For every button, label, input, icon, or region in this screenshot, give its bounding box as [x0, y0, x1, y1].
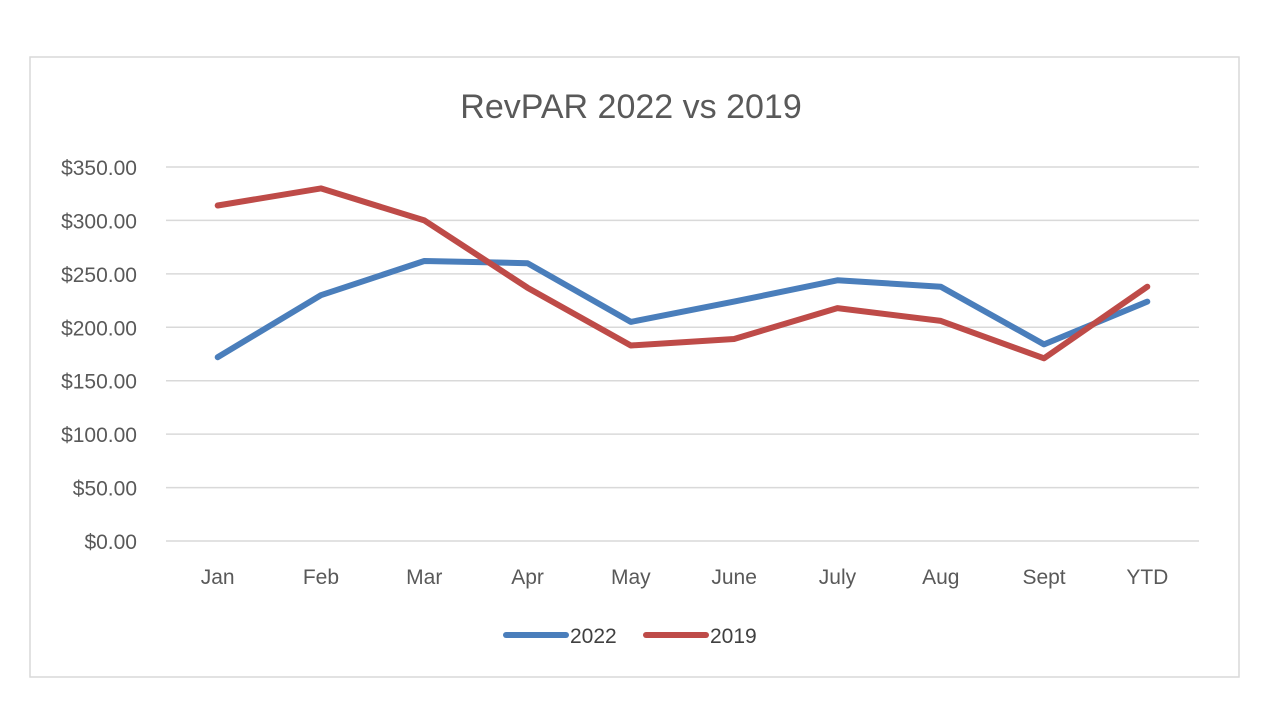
x-tick-label: YTD [1126, 566, 1168, 589]
chart-title: RevPAR 2022 vs 2019 [460, 88, 801, 126]
x-tick-label: Apr [511, 566, 544, 589]
legend-label-2022: 2022 [570, 625, 617, 648]
series-line-2019 [214, 185, 1151, 362]
gridlines [166, 166, 1199, 542]
legend: 2022 2019 [503, 625, 757, 648]
y-tick-label: $350.00 [61, 157, 137, 180]
y-axis-tick-labels: $0.00 $50.00 $100.00 $150.00 $200.00 $250.00 $… [61, 157, 137, 554]
x-tick-label: June [711, 566, 757, 589]
x-tick-label: July [819, 566, 857, 589]
x-axis-tick-labels: Jan Feb Mar Apr May June July Aug Sept YTD [201, 566, 1169, 589]
chart-area-border [29, 56, 1240, 678]
x-tick-label: Mar [406, 566, 442, 589]
y-tick-label: $150.00 [61, 371, 137, 394]
y-tick-label: $0.00 [84, 531, 137, 554]
legend-label-2019: 2019 [710, 625, 757, 648]
x-tick-label: Aug [922, 566, 959, 589]
series-lines [214, 185, 1151, 362]
y-tick-label: $200.00 [61, 317, 137, 340]
y-tick-label: $50.00 [73, 478, 137, 501]
y-tick-label: $100.00 [61, 424, 137, 447]
x-tick-label: May [611, 566, 651, 589]
x-tick-label: Jan [201, 566, 235, 589]
y-tick-label: $250.00 [61, 264, 137, 287]
x-tick-label: Sept [1022, 566, 1065, 589]
x-tick-label: Feb [303, 566, 339, 589]
y-tick-label: $300.00 [61, 210, 137, 233]
series-line-2022 [214, 258, 1151, 361]
